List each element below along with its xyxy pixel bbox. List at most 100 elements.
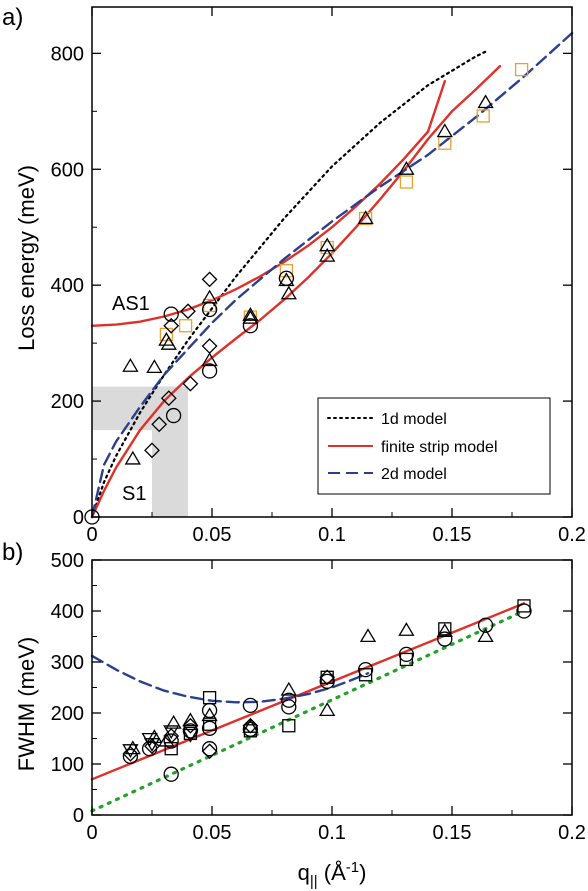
- a-y-tick-label: 0: [73, 507, 84, 529]
- a-marker-triangle: [242, 309, 259, 324]
- a-data-markers: [84, 62, 529, 525]
- legend-label-1d-model: 1d model: [381, 411, 447, 428]
- b-marker-circle: [516, 603, 532, 619]
- b-marker-triangle: [398, 622, 415, 636]
- a-marker-diamond: [163, 317, 180, 334]
- a-marker-triangle: [124, 450, 141, 465]
- b-model-lines: [90, 602, 526, 813]
- a-marker-circle: [201, 363, 218, 379]
- b-panel-label: b): [2, 539, 23, 566]
- a-marker-circle: [201, 301, 218, 318]
- a-marker-square: [320, 240, 334, 255]
- b-marker-diamond: [319, 669, 336, 686]
- b-marker-circle: [182, 723, 199, 739]
- a-marker-diamond: [201, 338, 218, 354]
- a-marker-diamond: [144, 442, 160, 459]
- a-marker-square: [279, 264, 294, 278]
- a-marker-triangle: [201, 352, 218, 367]
- b-marker-square: [202, 691, 217, 705]
- b-marker-square: [399, 652, 414, 667]
- b-marker-square: [202, 717, 217, 731]
- a-marker-square: [514, 62, 529, 77]
- b-marker-diamond: [122, 745, 139, 762]
- b-marker-circle: [163, 766, 179, 782]
- a-marker-triangle: [158, 331, 175, 346]
- a-y-tick-label: 600: [51, 159, 84, 181]
- b-marker-triangle: [165, 714, 182, 729]
- a-marker-diamond: [151, 416, 168, 433]
- a-marker-square: [243, 310, 258, 324]
- a-line-1: [90, 80, 446, 327]
- annotation-s1: S1: [122, 483, 146, 505]
- b-marker-square: [282, 719, 296, 733]
- a-marker-triangle: [319, 247, 336, 262]
- a-x-tick-label: 0.15: [433, 524, 472, 546]
- b-marker-triangle: [201, 707, 218, 722]
- b-x-tick-label: 0.05: [193, 822, 232, 844]
- a-y-axis-title: Loss energy (meV): [14, 165, 39, 351]
- b-marker-triangle: [280, 681, 297, 696]
- a-marker-circle: [278, 270, 295, 286]
- b-marker-circle: [163, 733, 179, 749]
- b-marker-circle: [242, 697, 259, 713]
- a-x-tick-label: 0.2: [558, 524, 586, 546]
- b-data-markers: [122, 599, 532, 782]
- b-marker-square: [517, 599, 531, 613]
- b-marker-diamond: [144, 738, 160, 755]
- a-y-tick-label: 400: [51, 275, 84, 297]
- a-y-tick-label: 800: [51, 43, 84, 65]
- a-line-2: [90, 64, 502, 519]
- b-marker-square: [183, 726, 198, 741]
- b-marker-square: [243, 724, 258, 738]
- b-x-tick-label: 0: [86, 822, 97, 844]
- b-x-tick-label: 0.1: [318, 822, 346, 844]
- a-marker-triangle: [280, 285, 297, 300]
- a-panel-label: a): [2, 4, 23, 31]
- a-line-0: [90, 49, 490, 519]
- b-marker-circle: [398, 646, 415, 662]
- b-y-tick-label: 400: [51, 601, 84, 623]
- a-marker-triangle: [319, 237, 336, 252]
- b-marker-diamond: [242, 717, 259, 734]
- a-line-3: [90, 31, 574, 519]
- b-marker-circle: [201, 741, 218, 757]
- b-marker-triangle: [158, 732, 175, 747]
- a-marker-triangle: [122, 358, 139, 372]
- b-line-1: [90, 654, 370, 704]
- a-marker-square: [399, 175, 414, 189]
- b-marker-circle: [201, 720, 218, 736]
- panel-b: 0 0.05 0.1 0.15 0.2 0 100 200 300 400 500 b) FWHM …: [2, 539, 586, 890]
- b-marker-triangle: [182, 712, 199, 727]
- a-marker-triangle: [398, 160, 415, 175]
- a-marker-triangle: [146, 359, 163, 374]
- b-axes: 0 0.05 0.1 0.15 0.2 0 100 200 300 400 500: [51, 550, 586, 844]
- a-y-tick-label: 200: [51, 391, 84, 413]
- a-marker-diamond: [201, 271, 218, 288]
- b-y-tick-label: 0: [73, 805, 84, 827]
- b-marker-square: [438, 622, 452, 636]
- a-marker-diamond: [160, 390, 177, 407]
- legend: 1d model finite strip model 2d model: [317, 397, 551, 495]
- a-marker-triangle: [477, 94, 494, 109]
- legend-label-finite-strip: finite strip model: [381, 439, 498, 456]
- b-marker-circle: [201, 702, 218, 719]
- legend-label-2d-model: 2d model: [381, 466, 447, 483]
- b-marker-circle: [437, 631, 453, 647]
- b-marker-circle: [319, 673, 335, 690]
- b-marker-square: [320, 670, 334, 684]
- b-x-tick-label: 0.15: [433, 822, 472, 844]
- a-marker-triangle: [160, 336, 177, 350]
- b-line-2: [90, 609, 526, 813]
- b-y-tick-label: 300: [51, 652, 84, 674]
- a-marker-square: [476, 109, 490, 123]
- b-marker-circle: [141, 741, 158, 757]
- a-marker-triangle: [242, 307, 259, 321]
- a-marker-triangle: [357, 210, 374, 225]
- a-x-tick-label: 0.05: [193, 524, 232, 546]
- b-marker-circle: [281, 692, 297, 708]
- b-marker-triangle: [477, 628, 494, 643]
- a-axes: 0 0.05 0.1 0.15 0.2 0 200 400 600 800: [51, 7, 586, 546]
- b-line-0: [90, 602, 526, 781]
- b-y-tick-label: 200: [51, 703, 84, 725]
